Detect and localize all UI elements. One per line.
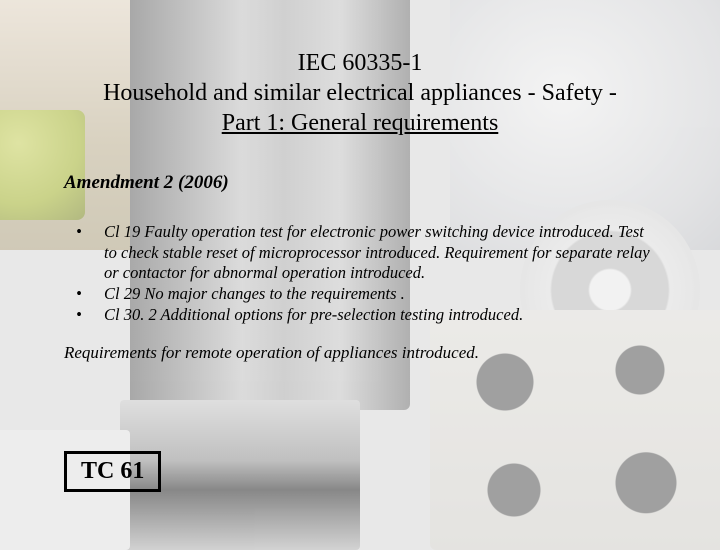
title-line-2: Household and similar electrical applian… (64, 78, 656, 108)
title-line-3: Part 1: General requirements (64, 108, 656, 138)
title-block: IEC 60335-1 Household and similar electr… (64, 48, 656, 138)
footer-note: Requirements for remote operation of app… (64, 343, 656, 363)
list-item: Cl 19 Faulty operation test for electron… (64, 222, 656, 284)
list-item: Cl 29 No major changes to the requiremen… (64, 284, 656, 305)
tc-box: TC 61 (64, 451, 161, 492)
list-item: Cl 30. 2 Additional options for pre-sele… (64, 305, 656, 326)
title-line-1: IEC 60335-1 (64, 48, 656, 78)
amendment-subheading: Amendment 2 (2006) (64, 172, 656, 194)
bullet-list: Cl 19 Faulty operation test for electron… (64, 222, 656, 325)
slide-content: IEC 60335-1 Household and similar electr… (0, 0, 720, 540)
